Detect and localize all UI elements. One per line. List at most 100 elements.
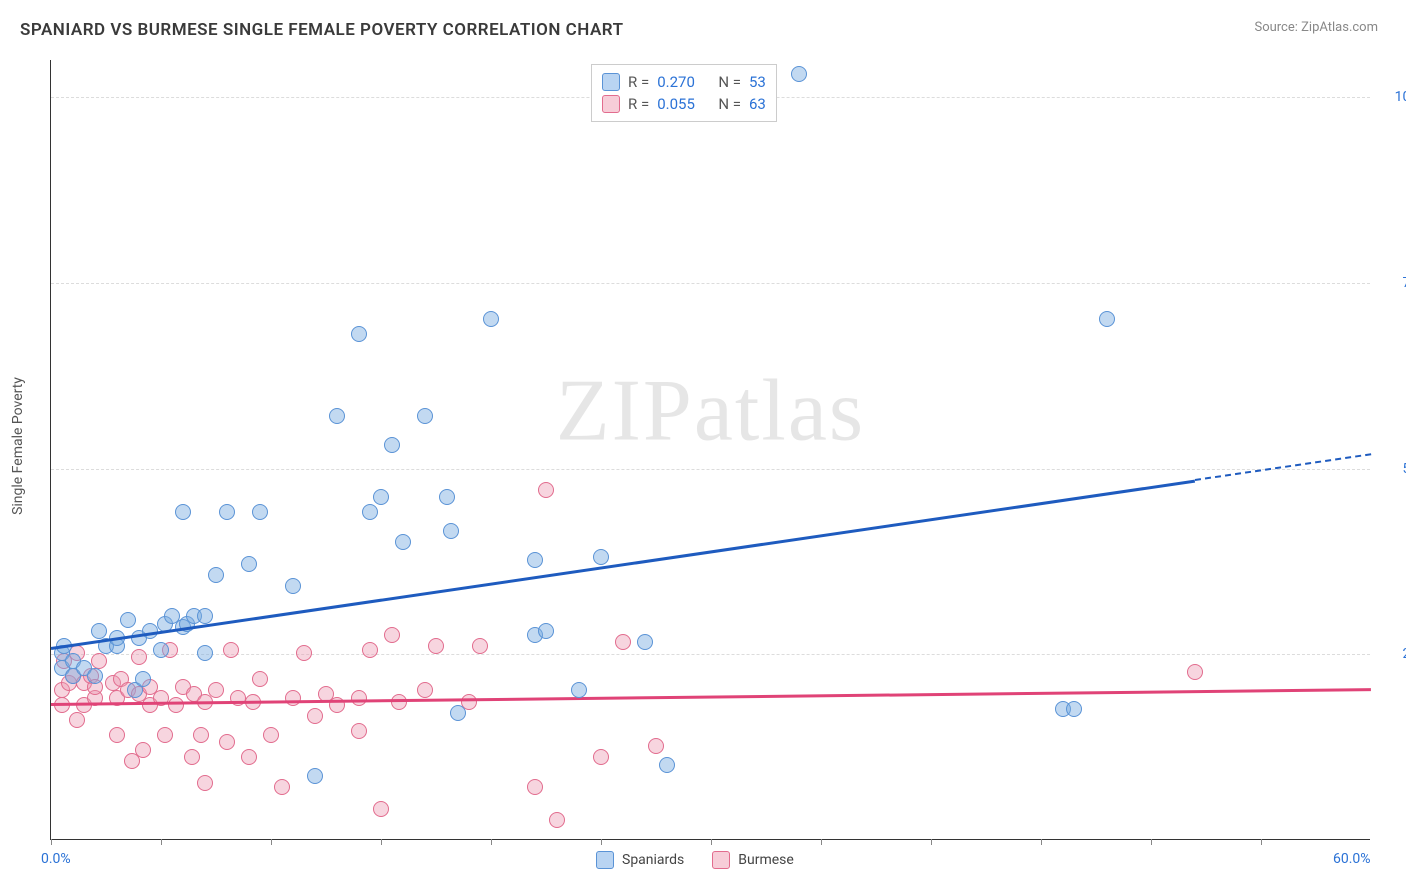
x-tick-label-min: 0.0% [41, 851, 71, 867]
stat-legend: R =0.270 N =53R =0.055 N =63 [591, 64, 777, 122]
scatter-point-burmese [351, 723, 367, 739]
scatter-point-burmese [285, 690, 301, 706]
y-tick-label: 75.0% [1402, 275, 1406, 291]
x-tick [381, 839, 382, 845]
chart-source: Source: ZipAtlas.com [1254, 20, 1378, 35]
scatter-point-spaniards [538, 623, 554, 639]
scatter-point-burmese [549, 812, 565, 828]
x-tick [711, 839, 712, 845]
scatter-point-spaniards [252, 504, 268, 520]
scatter-point-spaniards [659, 757, 675, 773]
scatter-point-burmese [131, 649, 147, 665]
scatter-point-spaniards [329, 408, 345, 424]
scatter-point-spaniards [197, 645, 213, 661]
scatter-point-spaniards [384, 437, 400, 453]
gridline-h [51, 469, 1370, 470]
stat-n-value: 53 [749, 73, 766, 91]
scatter-point-burmese [274, 779, 290, 795]
scatter-point-burmese [109, 727, 125, 743]
x-tick [1261, 839, 1262, 845]
stat-n-label: N = [718, 95, 741, 113]
scatter-point-burmese [351, 690, 367, 706]
stat-r-value: 0.270 [657, 73, 695, 91]
scatter-point-spaniards [439, 489, 455, 505]
scatter-point-burmese [168, 697, 184, 713]
scatter-point-burmese [384, 627, 400, 643]
stat-r-label: R = [628, 73, 649, 91]
scatter-point-burmese [263, 727, 279, 743]
scatter-point-burmese [241, 749, 257, 765]
scatter-point-spaniards [219, 504, 235, 520]
scatter-point-burmese [1187, 664, 1203, 680]
scatter-point-spaniards [417, 408, 433, 424]
scatter-point-spaniards [120, 612, 136, 628]
x-tick [1041, 839, 1042, 845]
watermark-part1: ZIP [556, 362, 694, 459]
scatter-point-spaniards [395, 534, 411, 550]
scatter-point-burmese [417, 682, 433, 698]
chart-container: SPANIARD VS BURMESE SINGLE FEMALE POVERT… [0, 0, 1406, 892]
scatter-point-spaniards [450, 705, 466, 721]
x-tick [931, 839, 932, 845]
gridline-h [51, 283, 1370, 284]
scatter-point-burmese [69, 712, 85, 728]
scatter-point-spaniards [285, 578, 301, 594]
watermark: ZIPatlas [556, 360, 865, 461]
y-tick-label: 25.0% [1402, 646, 1406, 662]
x-tick [51, 839, 52, 845]
scatter-point-burmese [135, 742, 151, 758]
scatter-point-spaniards [443, 523, 459, 539]
scatter-point-burmese [91, 653, 107, 669]
x-tick-label-max: 60.0% [1333, 851, 1371, 867]
legend-swatch [602, 95, 620, 113]
scatter-point-burmese [252, 671, 268, 687]
scatter-point-spaniards [373, 489, 389, 505]
series-legend: Spaniards Burmese [596, 851, 794, 869]
y-axis-title: Single Female Poverty [10, 377, 26, 515]
scatter-point-spaniards [307, 768, 323, 784]
scatter-point-spaniards [791, 66, 807, 82]
watermark-part2: atlas [694, 362, 865, 459]
scatter-point-burmese [296, 645, 312, 661]
series-legend-label: Spaniards [622, 852, 684, 868]
x-tick [601, 839, 602, 845]
scatter-point-spaniards [153, 642, 169, 658]
series-legend-item: Spaniards [596, 851, 684, 869]
stat-r-value: 0.055 [657, 95, 695, 113]
x-tick [491, 839, 492, 845]
scatter-point-spaniards [1066, 701, 1082, 717]
scatter-point-burmese [184, 749, 200, 765]
plot-area: ZIPatlas 25.0%50.0%75.0%100.0%0.0%60.0%R… [50, 60, 1370, 840]
gridline-h [51, 654, 1370, 655]
legend-swatch [596, 851, 614, 869]
x-tick [1151, 839, 1152, 845]
scatter-point-spaniards [483, 311, 499, 327]
stat-n-label: N = [718, 73, 741, 91]
scatter-point-burmese [428, 638, 444, 654]
trend-line-dash-spaniards [1195, 454, 1371, 482]
scatter-point-burmese [157, 727, 173, 743]
scatter-point-spaniards [1099, 311, 1115, 327]
stat-legend-row: R =0.055 N =63 [602, 93, 766, 115]
scatter-point-burmese [593, 749, 609, 765]
scatter-point-spaniards [351, 326, 367, 342]
scatter-point-spaniards [571, 682, 587, 698]
scatter-point-spaniards [135, 671, 151, 687]
x-tick [271, 839, 272, 845]
scatter-point-burmese [538, 482, 554, 498]
x-tick [821, 839, 822, 845]
scatter-point-burmese [648, 738, 664, 754]
y-tick-label: 50.0% [1402, 461, 1406, 477]
stat-n-value: 63 [749, 95, 766, 113]
scatter-point-spaniards [197, 608, 213, 624]
series-legend-label: Burmese [738, 852, 794, 868]
scatter-point-burmese [362, 642, 378, 658]
scatter-point-burmese [219, 734, 235, 750]
scatter-point-spaniards [241, 556, 257, 572]
scatter-point-burmese [223, 642, 239, 658]
scatter-point-burmese [208, 682, 224, 698]
scatter-point-burmese [527, 779, 543, 795]
scatter-point-burmese [472, 638, 488, 654]
x-tick [161, 839, 162, 845]
scatter-point-spaniards [87, 668, 103, 684]
